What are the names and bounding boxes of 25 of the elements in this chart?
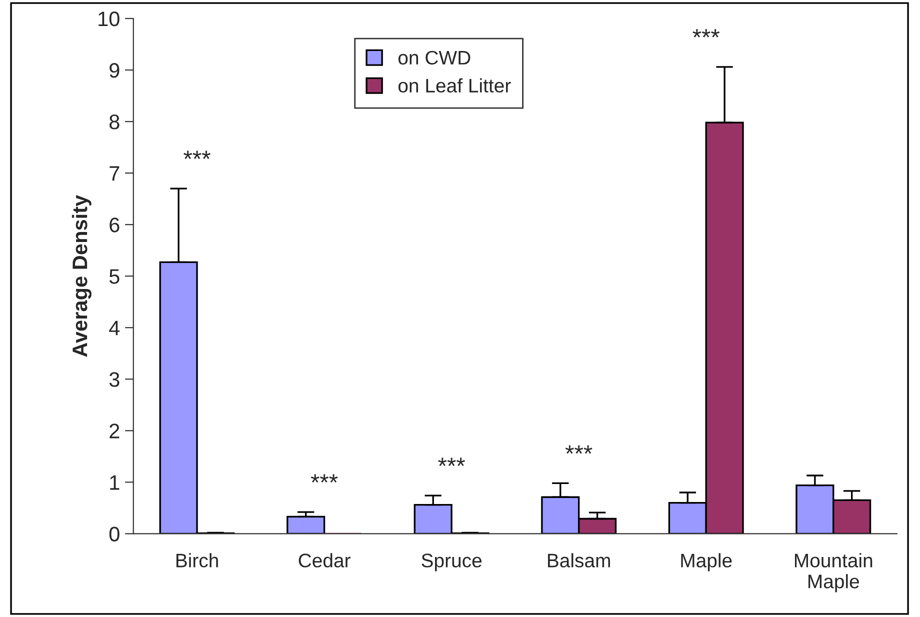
annotation: ***	[565, 445, 592, 454]
y-tick-label: 10	[98, 12, 120, 26]
annotation: ***	[184, 150, 210, 160]
annotation: ***	[310, 474, 338, 483]
x-tick-label: Mountain Maple	[794, 553, 872, 592]
y-tick-label: 7	[110, 166, 120, 181]
x-tick-label: Balsam	[548, 553, 610, 568]
y-tick-label: 3	[109, 372, 120, 387]
y-tick-label: 8	[110, 114, 120, 130]
x-tick-label: Cedar	[298, 553, 350, 568]
y-tick-label: 2	[110, 424, 120, 438]
y-axis-title: Average Density	[72, 194, 92, 357]
x-tick-label: Birch	[176, 553, 218, 568]
y-tick-label: 4	[109, 320, 120, 336]
annotation: ***	[438, 458, 465, 466]
y-tick-label: 9	[110, 63, 120, 78]
annotation: ***	[692, 29, 720, 38]
legend-label: on Leaf Litter	[398, 78, 511, 93]
x-tick-label: Spruce	[422, 554, 482, 572]
y-tick-label: 6	[110, 218, 120, 232]
legend-label: on CWD	[398, 50, 470, 65]
y-tick-label: 5	[109, 269, 120, 284]
y-tick-label: 1	[110, 475, 120, 490]
x-tick-label: Maple	[681, 553, 732, 572]
y-tick-label: 0	[109, 526, 120, 542]
